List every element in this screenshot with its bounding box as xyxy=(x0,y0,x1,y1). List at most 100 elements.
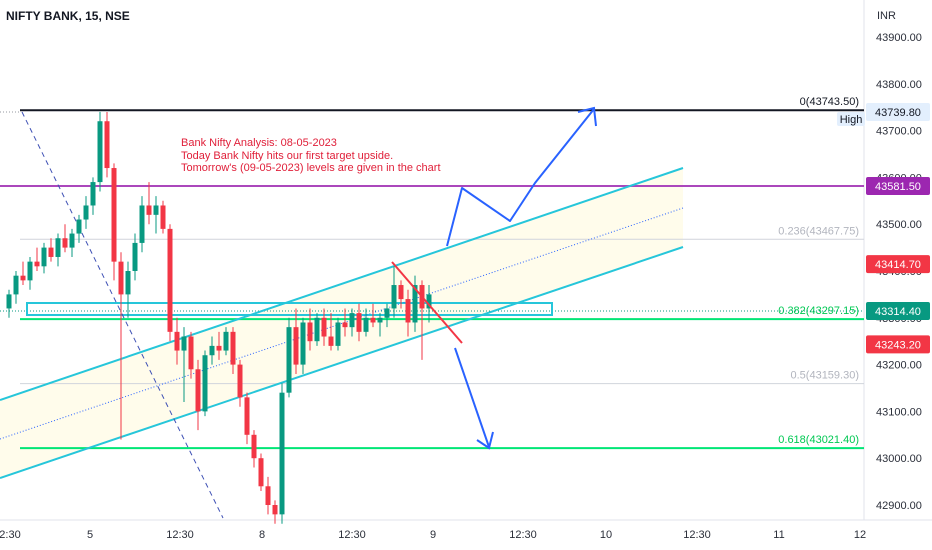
candle-body xyxy=(174,331,180,351)
candle-body xyxy=(188,336,194,370)
price-badge-label: 43581.50 xyxy=(875,181,921,193)
candle-body xyxy=(356,313,362,332)
level-label: 0.5(43159.30) xyxy=(791,370,860,382)
time-tick-label: 10 xyxy=(600,529,612,541)
price-tick-label: 42900.00 xyxy=(876,500,922,512)
candle-body xyxy=(209,345,215,356)
candle-body xyxy=(321,317,327,337)
price-tick-label: 43900.00 xyxy=(876,32,922,44)
price-badge-label: 43414.70 xyxy=(875,259,921,271)
candle-body xyxy=(230,331,236,365)
time-tick-label: 12:30 xyxy=(683,529,711,541)
price-badge-label: 43314.40 xyxy=(875,306,921,318)
candle-body xyxy=(237,364,243,398)
candle-body xyxy=(153,205,159,215)
candle-body xyxy=(97,121,103,183)
candle-body xyxy=(55,238,61,257)
candle-body xyxy=(34,261,40,267)
candle-body xyxy=(62,238,68,248)
candle-body xyxy=(342,322,348,328)
candle-body xyxy=(398,285,404,300)
symbol-title[interactable]: NIFTY BANK, 15, NSE xyxy=(6,9,130,23)
price-tick-label: 43100.00 xyxy=(876,406,922,418)
analysis-note-line: Today Bank Nifty hits our first target u… xyxy=(181,149,394,162)
candle-body xyxy=(76,219,82,234)
zone-box xyxy=(26,302,553,316)
trendline-dashed xyxy=(21,111,224,519)
bull-projection-arrow xyxy=(446,108,595,247)
candle-body xyxy=(384,308,390,318)
candle-body xyxy=(363,317,369,332)
candle-body xyxy=(69,233,75,248)
candle-body xyxy=(13,275,19,295)
candle-body xyxy=(293,327,299,365)
candle-body xyxy=(6,294,12,309)
channel-lower-line xyxy=(0,246,684,479)
candle-body xyxy=(265,486,271,505)
candle-body xyxy=(405,299,411,323)
candle-body xyxy=(314,317,320,342)
candle-body xyxy=(160,205,166,229)
time-tick-label: 12:30 xyxy=(509,529,537,541)
candle-body xyxy=(104,121,110,169)
candle-body xyxy=(223,331,229,351)
price-badge xyxy=(866,102,930,121)
time-tick-label: 11 xyxy=(773,529,784,541)
candle-body xyxy=(412,285,418,323)
candle-body xyxy=(391,285,397,309)
currency-label: INR xyxy=(877,10,896,22)
analysis-note: Bank Nifty Analysis: 08-05-2023 Today Ba… xyxy=(181,137,441,175)
high-tag-label: High xyxy=(840,114,863,126)
candle-body xyxy=(335,322,341,346)
analysis-note-line: Bank Nifty Analysis: 08-05-2023 xyxy=(181,137,337,149)
price-badge-label: 43739.80 xyxy=(875,107,921,119)
price-tick-label: 43500.00 xyxy=(876,219,922,231)
candle-body xyxy=(286,327,292,393)
candle-body xyxy=(328,336,334,346)
time-tick-label: 8 xyxy=(259,529,265,541)
channel-mid-line xyxy=(0,207,684,440)
time-tick-label: 12 xyxy=(854,529,866,541)
price-badge xyxy=(866,335,930,354)
level-label: 0(43743.50) xyxy=(800,96,859,108)
candle-body xyxy=(244,397,250,435)
level-label: 0.382(43297.15) xyxy=(778,305,859,317)
candle-body xyxy=(258,458,264,487)
candle-body xyxy=(27,261,33,281)
time-tick-label: 5 xyxy=(87,529,93,541)
analysis-note-line: Tomorrow's (09-05-2023) levels are given… xyxy=(181,162,441,174)
candle-body xyxy=(111,168,117,262)
candle-body xyxy=(125,271,131,295)
channel-upper-line xyxy=(0,167,684,401)
time-tick-label: 12:30 xyxy=(338,529,366,541)
time-tick-label: 9 xyxy=(430,529,436,541)
time-tick-label: 12:30 xyxy=(166,529,194,541)
price-tick-label: 43800.00 xyxy=(876,79,922,91)
candle-body xyxy=(83,205,89,220)
candle-body xyxy=(167,228,173,332)
price-tick-label: 43000.00 xyxy=(876,453,922,465)
bear-projection-arrow xyxy=(454,347,490,448)
candle-body xyxy=(118,261,124,295)
wedge-line xyxy=(391,261,463,344)
candle-body xyxy=(426,294,432,309)
candle-body xyxy=(272,505,278,515)
price-badge xyxy=(866,255,930,274)
candle-body xyxy=(370,317,376,323)
candle-body xyxy=(349,313,355,328)
bull-arrow-head xyxy=(577,106,597,127)
price-badge xyxy=(866,177,930,196)
candle-body xyxy=(195,369,201,412)
candle-body xyxy=(300,322,306,365)
candle-body xyxy=(90,182,96,206)
candle-body xyxy=(279,392,285,515)
high-tag-box xyxy=(837,111,865,126)
time-tick-label: 2:30 xyxy=(0,529,21,541)
candle-body xyxy=(139,205,145,243)
candle-body xyxy=(181,336,187,351)
candle-body xyxy=(146,205,152,215)
candle-body xyxy=(216,345,222,351)
bear-arrow-head xyxy=(476,431,494,450)
candle-body xyxy=(307,322,313,342)
